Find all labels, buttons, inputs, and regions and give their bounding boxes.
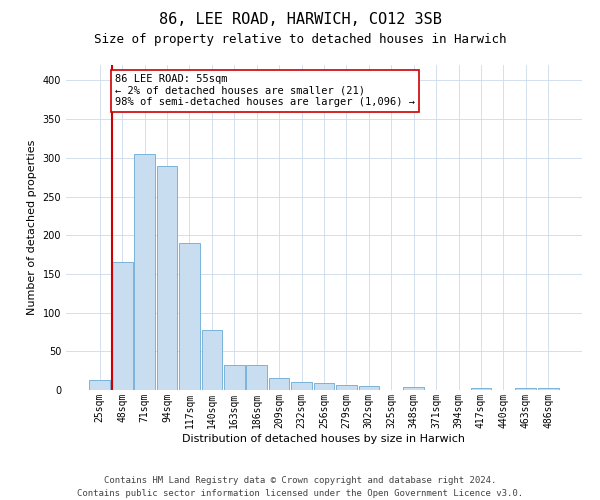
Bar (134, 154, 155, 390)
Bar (359, 386, 379, 390)
Text: 86, LEE ROAD, HARWICH, CO12 3SB: 86, LEE ROAD, HARWICH, CO12 3SB (158, 12, 442, 28)
Bar (291, 382, 312, 390)
Bar (179, 243, 200, 390)
Bar (224, 365, 245, 390)
Bar (403, 387, 424, 390)
Bar (112, 262, 133, 390)
Bar (336, 386, 357, 390)
Bar (515, 388, 536, 390)
Bar (89, 380, 110, 390)
Text: Size of property relative to detached houses in Harwich: Size of property relative to detached ho… (94, 32, 506, 46)
Bar (314, 383, 334, 390)
X-axis label: Distribution of detached houses by size in Harwich: Distribution of detached houses by size … (182, 434, 466, 444)
Bar (269, 378, 289, 390)
Bar (247, 365, 267, 390)
Y-axis label: Number of detached properties: Number of detached properties (27, 140, 37, 315)
Text: Contains HM Land Registry data © Crown copyright and database right 2024.
Contai: Contains HM Land Registry data © Crown c… (77, 476, 523, 498)
Text: 86 LEE ROAD: 55sqm
← 2% of detached houses are smaller (21)
98% of semi-detached: 86 LEE ROAD: 55sqm ← 2% of detached hous… (115, 74, 415, 108)
Bar (470, 388, 491, 390)
Bar (157, 166, 178, 390)
Bar (538, 388, 559, 390)
Bar (202, 330, 222, 390)
